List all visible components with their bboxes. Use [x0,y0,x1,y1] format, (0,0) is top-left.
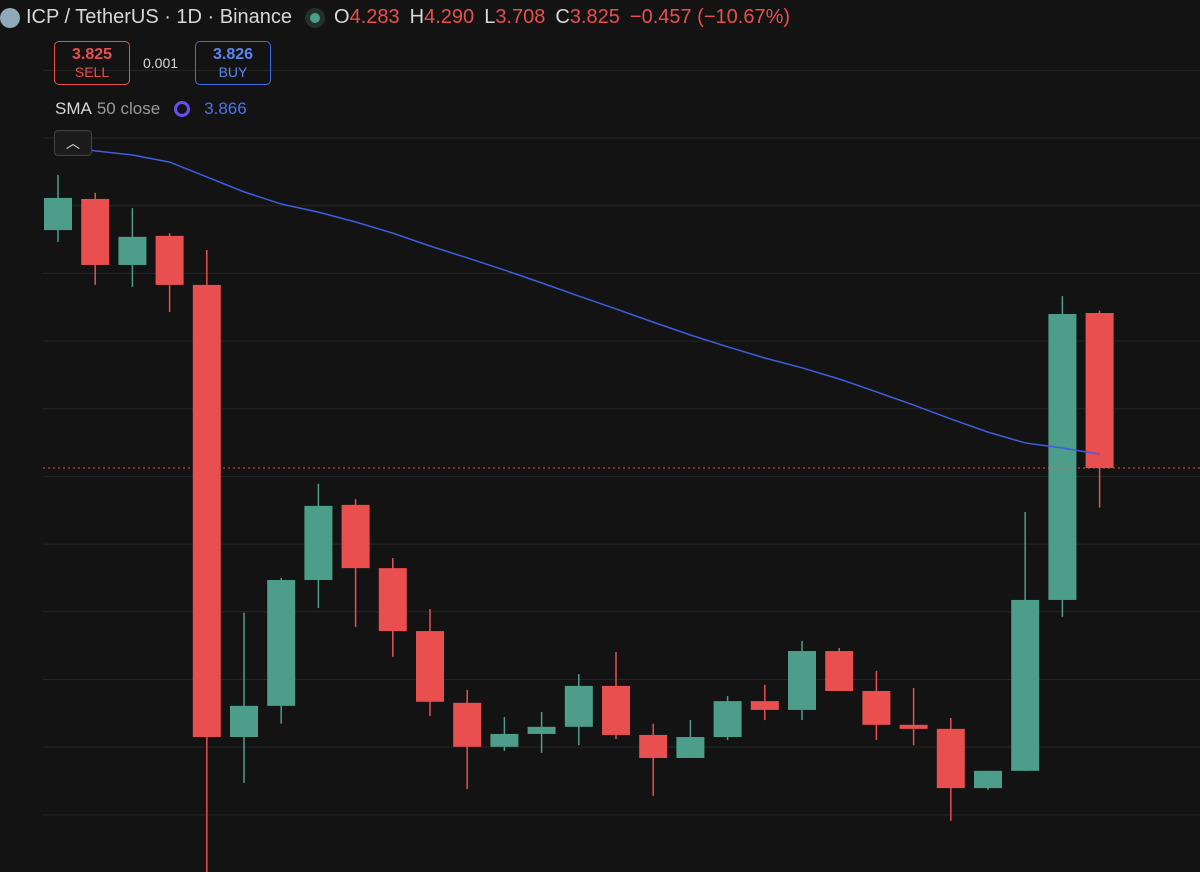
ohlc-key: O [334,6,350,28]
indicator-name: SMA [55,99,92,118]
change: −0.457 (−10.67%) [629,6,791,28]
candle-body [974,770,1002,789]
candle-body [676,736,705,758]
candle-body [527,726,556,734]
ohlc-value: 3.708 [495,6,546,28]
sell-price: 3.825 [71,46,113,63]
candle-body [713,701,742,737]
candle-body [564,685,593,727]
market-status [310,12,321,23]
collapse-button[interactable]: ︿ [54,130,92,156]
indicator-legend: SMA 50 close 3.866 [55,99,247,119]
candle-body [192,284,221,737]
ohlc-key: C [555,6,570,28]
buy-label: BUY [218,64,248,80]
candle-body [1085,312,1114,468]
sell-label: SELL [74,64,110,80]
candle-body [862,690,891,725]
buy-price: 3.826 [212,46,254,63]
ohlc-value: 4.290 [424,6,475,28]
sma-line [57,144,1100,455]
candle-body [602,685,630,735]
candle-body [230,705,258,737]
candle-body [416,631,444,702]
ohlc-value: 4.283 [349,6,400,28]
candle-body [453,702,482,747]
loading-icon [174,101,191,117]
candle-body [788,651,816,710]
candle-body [1011,599,1040,771]
buy-button[interactable]: 3.826 BUY [195,41,271,85]
candle-body [825,651,854,691]
candle-body [936,728,965,789]
ohlc-key: L [484,6,496,28]
indicator-value: 3.866 [204,99,247,118]
candle-body [304,505,333,580]
candle-body [341,504,370,569]
symbol[interactable]: ICP / TetherUS · 1D · Binance [26,6,293,28]
sell-button[interactable]: 3.825 SELL [54,41,130,85]
candle-body [155,235,184,285]
ohlc-key: H [409,6,425,28]
candle-body [1048,314,1077,600]
candle-body [44,197,72,231]
candle-body [378,568,407,632]
candle-body [750,701,779,710]
symbol-header: ICP / TetherUS · 1D · Binance O 4.283 H 4.… [0,6,791,29]
candle-body [490,733,519,747]
indicator-params: 50 close [96,99,161,118]
candle-body [899,724,928,729]
spread: 0.001 [143,55,179,71]
candle-body [118,236,147,265]
candle-body [81,198,110,265]
candle-body [267,579,296,706]
ohlc-value: 3.825 [569,6,620,28]
symbol-icon [0,7,20,28]
candle-body [639,734,668,758]
